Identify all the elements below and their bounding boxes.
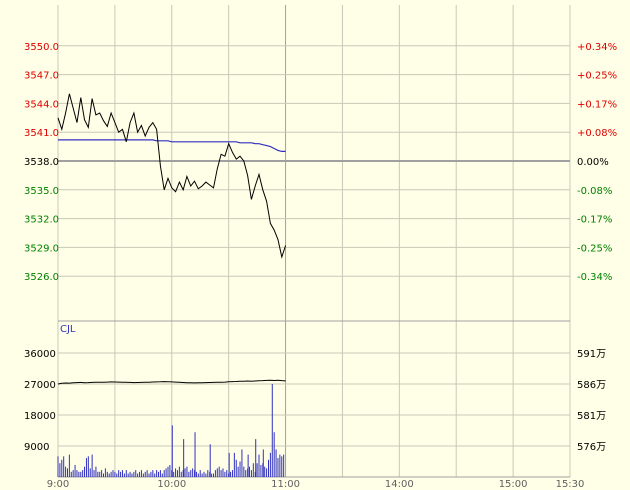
price-tick-label: 3532.0	[24, 215, 59, 226]
time-axis-label: 9:00	[47, 479, 69, 490]
price-tick-label: 3538.0	[24, 157, 59, 168]
volume-panel-label: CJL	[60, 324, 76, 335]
cumulative-line	[57, 379, 286, 385]
price-tick-label: 3535.0	[24, 186, 59, 197]
percent-tick-label: +0.34%	[577, 42, 617, 53]
percent-tick-label: -0.25%	[577, 243, 612, 254]
time-axis-label: 15:30	[556, 479, 585, 490]
time-axis-label: 15:00	[499, 479, 528, 490]
percent-tick-label: -0.08%	[577, 186, 612, 197]
price-tick-label: 3526.0	[24, 272, 59, 283]
percent-tick-label: -0.17%	[577, 215, 612, 226]
time-axis-label: 10:00	[157, 479, 186, 490]
average-price-line	[58, 139, 286, 152]
volume-tick-label: 27000	[24, 380, 56, 391]
price-tick-label: 3544.0	[24, 99, 59, 110]
cumulative-tick-label: 586万	[577, 380, 606, 391]
time-axis-label: 14:00	[385, 479, 414, 490]
time-axis-label: 11:00	[271, 479, 300, 490]
price-tick-label: 3541.0	[24, 128, 59, 139]
price-line	[57, 93, 287, 259]
price-tick-label: 3550.0	[24, 42, 59, 53]
cumulative-tick-label: 591万	[577, 349, 606, 360]
cumulative-tick-label: 576万	[577, 442, 606, 453]
percent-tick-label: +0.08%	[577, 128, 617, 139]
price-tick-label: 3529.0	[24, 243, 59, 254]
price-tick-label: 3547.0	[24, 71, 59, 82]
cumulative-tick-label: 581万	[577, 411, 606, 422]
volume-tick-label: 9000	[24, 442, 49, 453]
volume-tick-label: 36000	[24, 349, 56, 360]
percent-tick-label: +0.25%	[577, 71, 617, 82]
percent-tick-label: -0.34%	[577, 272, 612, 283]
volume-tick-label: 18000	[24, 411, 56, 422]
percent-tick-label: +0.17%	[577, 99, 617, 110]
percent-tick-label: 0.00%	[577, 157, 609, 168]
